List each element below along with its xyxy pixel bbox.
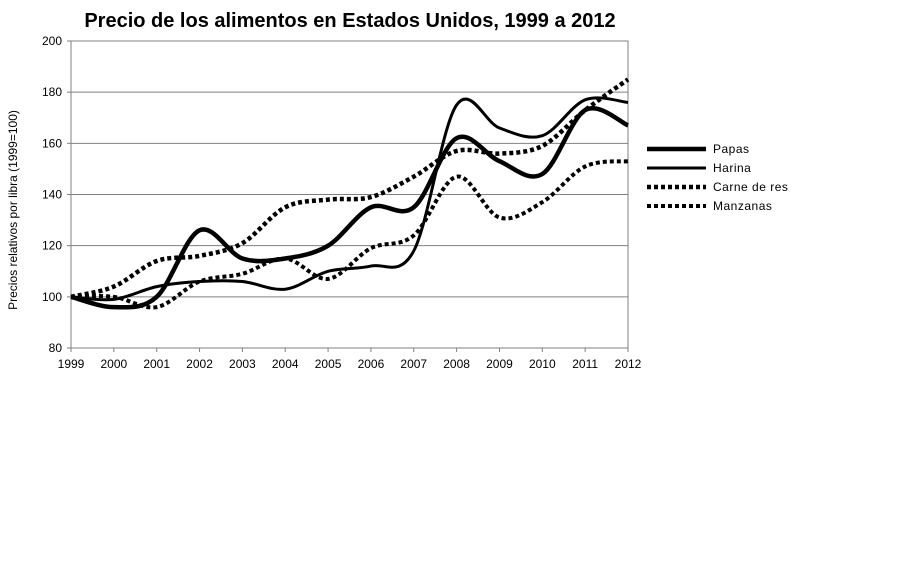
chart-title: Precio de los alimentos en Estados Unido… (84, 10, 615, 32)
x-tick-label-2004: 2004 (272, 357, 299, 371)
x-tick-label-2000: 2000 (100, 357, 127, 371)
legend-label-carne-de-res: Carne de res (713, 180, 788, 194)
y-tick-label-80: 80 (49, 341, 63, 355)
legend-label-papas: Papas (713, 142, 750, 156)
x-tick-label-2007: 2007 (400, 357, 427, 371)
x-tick-label-2006: 2006 (358, 357, 385, 371)
y-tick-label-160: 160 (42, 136, 62, 150)
y-tick-label-120: 120 (42, 239, 62, 253)
legend-label-harina: Harina (713, 161, 751, 175)
x-tick-label-2009: 2009 (486, 357, 513, 371)
y-tick-label-200: 200 (42, 34, 62, 48)
y-tick-label-180: 180 (42, 85, 62, 99)
series-line-carne-de-res (70, 77, 630, 299)
x-tick-label-2011: 2011 (572, 357, 598, 371)
y-axis-ticks: 80 100 120 140 160 180 200 (42, 34, 71, 355)
y-tick-label-100: 100 (42, 290, 62, 304)
series-lines (70, 77, 630, 310)
x-tick-label-2001: 2001 (143, 357, 170, 371)
y-tick-label-140: 140 (42, 188, 62, 202)
series-line-papas (70, 106, 630, 310)
x-tick-label-2010: 2010 (529, 357, 556, 371)
x-tick-label-2012: 2012 (615, 357, 642, 371)
x-tick-label-2008: 2008 (443, 357, 470, 371)
x-tick-label-2005: 2005 (315, 357, 342, 371)
x-tick-label-2003: 2003 (229, 357, 256, 371)
gridlines (71, 91, 628, 298)
legend: Papas Harina Carne de res Manzanas (647, 142, 788, 213)
x-tick-label-1999: 1999 (58, 357, 85, 371)
series-line-manzanas (70, 159, 629, 310)
x-tick-label-2002: 2002 (186, 357, 213, 371)
series-line-harina (70, 96, 629, 302)
legend-label-manzanas: Manzanas (713, 199, 772, 213)
x-axis-ticks: 1999 2000 2001 2002 2003 2004 2005 2006 2007 2008… (58, 348, 642, 371)
y-axis-label: Precios relativos por libra (1999=100) (6, 110, 20, 310)
